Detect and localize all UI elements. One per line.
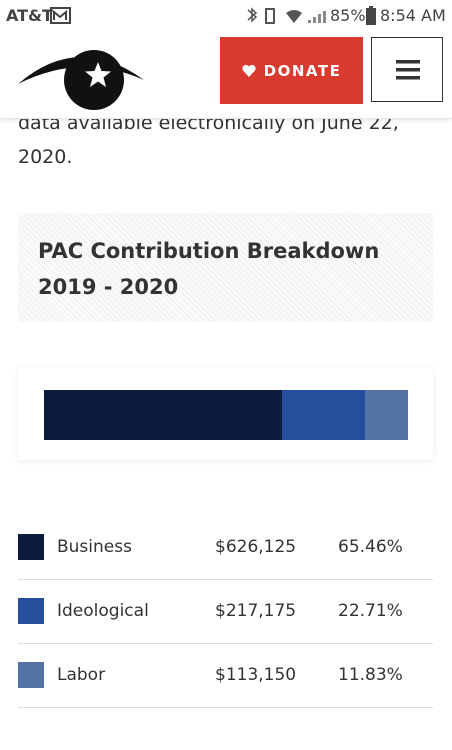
table-row: Business $626,125 65.46% <box>18 515 433 580</box>
heart-icon <box>242 64 256 77</box>
menu-button[interactable] <box>371 37 443 102</box>
bar-segment <box>282 390 365 440</box>
donate-label: DONATE <box>263 61 342 80</box>
legend-swatch <box>18 598 44 624</box>
legend-swatch <box>18 534 44 560</box>
logo[interactable] <box>16 46 148 112</box>
status-bar: AT&T 85% 8:54 AM <box>0 0 452 32</box>
amount: $626,125 <box>215 537 297 557</box>
clock: 8:54 AM <box>380 6 446 25</box>
card: PAC Contribution Breakdown 2019 - 2020 <box>18 213 433 322</box>
bar-segment <box>44 390 283 440</box>
card-title: PAC Contribution Breakdown 2019 - 2020 <box>38 239 380 299</box>
battery-icon <box>366 6 376 25</box>
amount: $217,175 <box>215 601 297 621</box>
bar-container <box>18 368 433 460</box>
carrier: AT&T <box>6 6 53 25</box>
table-row: Ideological $217,175 22.71% <box>18 579 433 644</box>
percent: 11.83% <box>338 665 403 685</box>
site-header: DONATE <box>0 32 452 119</box>
percent: 22.71% <box>338 601 403 621</box>
table-row: Labor $113,150 11.83% <box>18 643 433 708</box>
donate-button[interactable]: DONATE <box>220 37 363 104</box>
mail-icon <box>50 7 71 24</box>
amount: $113,150 <box>215 665 297 685</box>
bar-segment <box>364 390 408 440</box>
category-name: Labor <box>57 665 106 685</box>
battery-percent: 85% <box>330 6 366 25</box>
menu-icon <box>396 60 420 80</box>
stacked-bar <box>44 390 408 440</box>
status-icons <box>247 7 326 24</box>
legend-swatch <box>18 662 44 688</box>
category-name: Ideological <box>57 601 149 621</box>
percent: 65.46% <box>338 537 403 557</box>
category-name: Business <box>57 537 132 557</box>
